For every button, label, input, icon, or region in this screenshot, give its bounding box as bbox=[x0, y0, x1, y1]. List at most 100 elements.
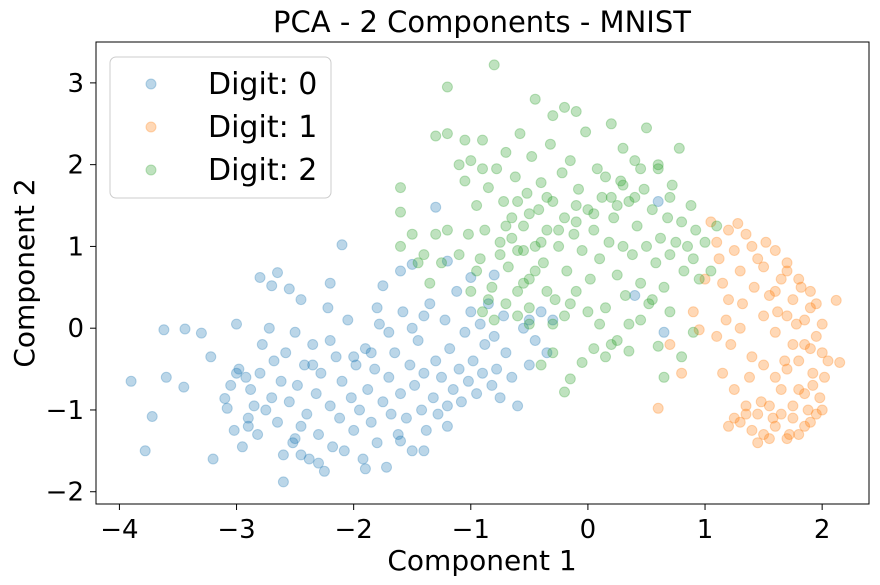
data-point bbox=[617, 179, 629, 191]
data-point bbox=[310, 388, 322, 400]
data-point bbox=[482, 298, 494, 310]
data-point bbox=[652, 196, 664, 207]
data-point bbox=[365, 347, 377, 359]
data-point bbox=[711, 220, 723, 232]
data-point bbox=[424, 298, 436, 310]
data-point bbox=[655, 232, 666, 244]
data-point bbox=[781, 265, 793, 277]
data-point bbox=[617, 142, 629, 154]
data-point bbox=[412, 335, 424, 346]
legend-box bbox=[109, 56, 332, 199]
data-point bbox=[523, 318, 535, 330]
data-point bbox=[245, 384, 257, 395]
y-tick-label: −2 bbox=[46, 478, 84, 508]
data-point bbox=[682, 240, 693, 252]
data-point bbox=[763, 400, 775, 412]
legend-marker-digit-0 bbox=[145, 78, 157, 90]
data-point bbox=[533, 204, 545, 216]
data-point bbox=[799, 420, 811, 432]
data-point bbox=[641, 240, 652, 252]
data-point bbox=[395, 435, 406, 447]
data-point bbox=[512, 400, 524, 412]
data-point bbox=[600, 351, 611, 363]
data-point bbox=[732, 218, 744, 229]
data-point bbox=[369, 363, 381, 375]
data-point bbox=[600, 302, 611, 314]
data-point bbox=[385, 408, 397, 420]
data-point bbox=[324, 335, 336, 346]
data-point bbox=[725, 339, 737, 350]
data-point bbox=[459, 326, 471, 338]
data-point bbox=[802, 404, 814, 416]
data-point bbox=[559, 310, 570, 322]
data-point bbox=[482, 294, 494, 306]
data-point bbox=[787, 412, 799, 424]
data-point bbox=[471, 388, 483, 400]
data-point bbox=[459, 134, 471, 146]
data-point bbox=[740, 400, 752, 412]
x-tick-label: 1 bbox=[697, 515, 714, 545]
data-point bbox=[582, 306, 594, 318]
data-point bbox=[755, 396, 767, 408]
chart-title: PCA - 2 Components - MNIST bbox=[273, 5, 691, 39]
data-point bbox=[471, 265, 483, 277]
data-point bbox=[502, 261, 514, 273]
y-axis: −2 −1 0 1 2 3 bbox=[46, 69, 96, 508]
data-point bbox=[600, 171, 611, 183]
data-point bbox=[699, 273, 711, 285]
data-point bbox=[775, 384, 787, 395]
data-point bbox=[406, 258, 418, 270]
data-point bbox=[807, 367, 819, 379]
data-point bbox=[240, 371, 252, 383]
data-point bbox=[514, 128, 526, 140]
data-point bbox=[564, 298, 576, 310]
data-point bbox=[787, 294, 799, 306]
data-point bbox=[752, 408, 764, 420]
data-point bbox=[277, 449, 289, 461]
data-point bbox=[315, 367, 327, 379]
data-point bbox=[477, 367, 488, 379]
data-point bbox=[748, 281, 760, 293]
data-point bbox=[529, 93, 541, 105]
data-point bbox=[769, 420, 781, 432]
data-point bbox=[664, 191, 676, 203]
data-point bbox=[178, 381, 190, 393]
data-point bbox=[436, 257, 447, 269]
data-point bbox=[518, 322, 529, 334]
data-point bbox=[662, 212, 674, 224]
legend-marker-digit-1 bbox=[145, 121, 157, 133]
data-point bbox=[350, 359, 362, 371]
data-point bbox=[242, 412, 254, 424]
data-point bbox=[336, 239, 348, 251]
data-point bbox=[605, 339, 617, 350]
data-point bbox=[615, 175, 627, 187]
data-point bbox=[256, 339, 268, 350]
data-point bbox=[512, 196, 524, 207]
data-point bbox=[793, 355, 805, 367]
data-point bbox=[626, 249, 638, 261]
data-point bbox=[345, 392, 357, 404]
data-point bbox=[559, 101, 570, 113]
data-point bbox=[526, 151, 538, 162]
data-point bbox=[807, 379, 819, 391]
data-point bbox=[465, 285, 477, 297]
data-point bbox=[561, 265, 573, 277]
series-digit-2 bbox=[395, 59, 723, 398]
data-point bbox=[737, 298, 748, 310]
data-point bbox=[404, 359, 416, 371]
data-point bbox=[529, 265, 541, 277]
data-point bbox=[236, 441, 248, 453]
data-point bbox=[699, 236, 711, 248]
data-point bbox=[529, 335, 541, 346]
data-point bbox=[477, 163, 488, 175]
data-point bbox=[160, 371, 172, 383]
data-point bbox=[547, 314, 559, 326]
data-point bbox=[523, 208, 535, 220]
data-point bbox=[207, 453, 219, 465]
data-point bbox=[570, 216, 582, 228]
data-point bbox=[549, 294, 561, 306]
data-point bbox=[687, 306, 699, 318]
data-point bbox=[717, 367, 729, 379]
data-point bbox=[547, 318, 559, 330]
data-point bbox=[799, 314, 811, 326]
